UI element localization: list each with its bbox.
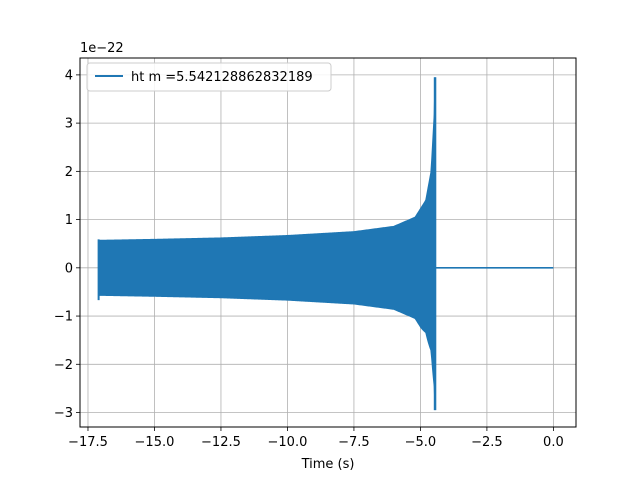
axes [76, 57, 577, 431]
x-tick-label: −5.0 [405, 435, 437, 450]
x-tick-label: −7.5 [338, 435, 370, 450]
x-tick-label: −17.5 [68, 435, 108, 450]
y-offset-label: 1e−22 [80, 41, 124, 56]
x-axis-label: Time (s) [301, 457, 355, 472]
x-tick-label: −2.5 [471, 435, 503, 450]
x-tick-label: 0.0 [543, 435, 564, 450]
legend-box [86, 62, 332, 92]
y-tick-label: −2 [54, 358, 73, 373]
x-tick-label: −10.0 [268, 435, 308, 450]
legend-label: ht m =5.542128862832189 [131, 70, 313, 85]
y-tick-label: −3 [54, 406, 73, 421]
plot-frame [79, 57, 577, 428]
plot-area-data [97, 77, 554, 411]
legend: ht m =5.542128862832189 [86, 62, 332, 92]
y-tick-label: 4 [65, 68, 73, 83]
y-tick-label: 2 [65, 165, 73, 180]
y-tick-label: −1 [54, 310, 73, 325]
tick-labels: −17.5 −15.0 −12.5 −10.0 −7.5 −5.0 −2.5 0.0 −3 −2 −… [54, 68, 564, 450]
y-tick-label: 0 [65, 261, 73, 276]
waveform-inspiral-band [98, 77, 436, 411]
x-tick-label: −15.0 [135, 435, 175, 450]
y-tick-label: 1 [65, 213, 73, 228]
y-tick-label: 3 [65, 117, 73, 132]
x-tick-label: −12.5 [201, 435, 241, 450]
